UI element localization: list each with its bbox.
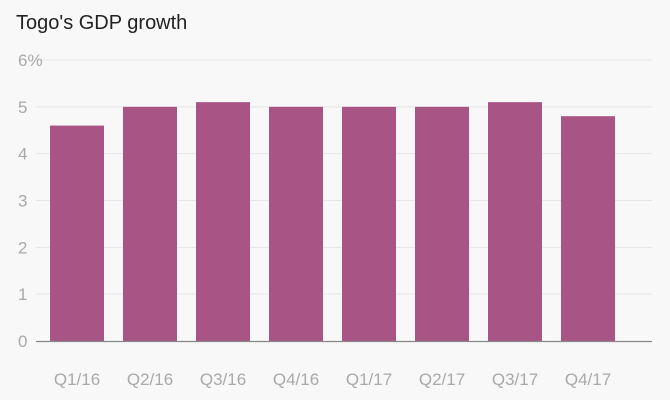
x-tick-label: Q4/16 bbox=[273, 370, 319, 389]
bar-Q1/16 bbox=[50, 125, 104, 341]
x-tick-label: Q2/16 bbox=[127, 370, 173, 389]
bar-Q2/16 bbox=[123, 106, 177, 341]
y-tick-label: 4 bbox=[18, 145, 27, 164]
bar-Q3/17 bbox=[488, 102, 542, 342]
x-tick-label: Q4/17 bbox=[565, 370, 611, 389]
x-tick-label: Q3/16 bbox=[200, 370, 246, 389]
y-tick-label: 0 bbox=[18, 332, 27, 351]
bar-Q3/16 bbox=[196, 102, 250, 342]
x-tick-label: Q1/17 bbox=[346, 370, 392, 389]
chart-title: Togo's GDP growth bbox=[16, 12, 188, 34]
x-tick-label: Q3/17 bbox=[492, 370, 538, 389]
bar-Q4/17 bbox=[561, 116, 615, 341]
x-tick-label: Q1/16 bbox=[54, 370, 100, 389]
y-tick-label: 3 bbox=[18, 192, 27, 211]
y-tick-label: 6% bbox=[18, 51, 43, 70]
bar-Q1/17 bbox=[342, 106, 396, 341]
y-tick-label: 1 bbox=[18, 285, 27, 304]
bar-Q2/17 bbox=[415, 106, 469, 341]
x-tick-label: Q2/17 bbox=[419, 370, 465, 389]
y-tick-label: 5 bbox=[18, 98, 27, 117]
bars bbox=[50, 102, 615, 342]
y-tick-label: 2 bbox=[18, 238, 27, 257]
labels: 0 1 2 3 4 5 6% Q1/16 Q2/16 Q3/16 Q4/16 Q1/17 Q2/17 Q3… bbox=[18, 51, 611, 389]
bar-Q4/16 bbox=[269, 106, 323, 341]
